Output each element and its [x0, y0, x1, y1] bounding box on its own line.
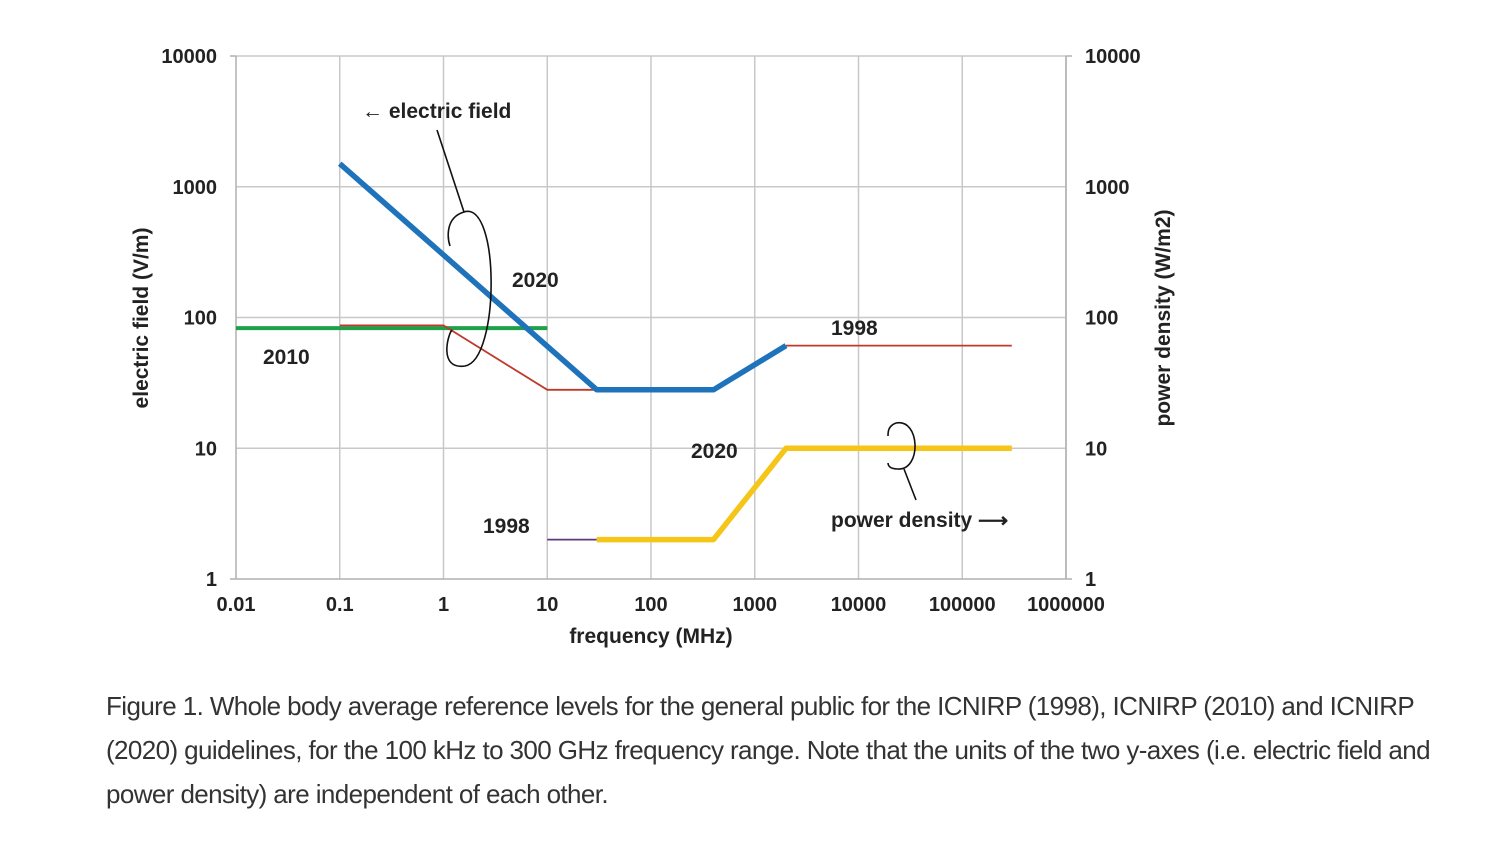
reference-levels-chart: 0.01 0.1 1 10 100 1000 10000 100000 1000000 1 10 10… [130, 46, 1175, 648]
x-tick-label: 10000 [831, 594, 887, 616]
y-right-tick-label: 10 [1085, 438, 1107, 460]
electric-field-label: ← electric field [362, 100, 511, 123]
y-left-tick-label: 10000 [161, 46, 217, 68]
y-axis-right-title: power density (W/m2) [1152, 209, 1175, 426]
y-left-tick-label: 1000 [173, 177, 218, 199]
pd-label-leader [903, 468, 917, 501]
ef-2020-bracket [446, 210, 492, 367]
pd-1998-label: 1998 [831, 317, 878, 340]
axes: 0.01 0.1 1 10 100 1000 10000 100000 1000000 1 10 10… [161, 46, 1140, 616]
power-density-label: power density ⟶ [831, 509, 1008, 532]
y-left-tick-label: 1 [206, 569, 217, 591]
y-right-tick-label: 10000 [1085, 46, 1141, 68]
x-tick-label: 0.1 [326, 594, 354, 616]
series-line-pd2020 [596, 445, 1012, 543]
series-layer [236, 161, 1012, 543]
grid [236, 55, 1067, 579]
x-axis-title: frequency (MHz) [569, 625, 732, 648]
x-tick-label: 0.01 [217, 594, 256, 616]
pd-2020-label: 2020 [691, 440, 738, 463]
y-right-tick-label: 1000 [1085, 177, 1130, 199]
y-left-tick-label: 100 [184, 308, 217, 330]
pd-1998-low-label: 1998 [483, 515, 530, 538]
x-tick-label: 1000 [733, 594, 778, 616]
y-right-tick-label: 1 [1085, 569, 1096, 591]
x-tick-label: 1000000 [1027, 594, 1105, 616]
ef-label-leader [436, 129, 465, 213]
ef-2020-label: 2020 [512, 269, 559, 292]
x-tick-label: 10 [536, 594, 558, 616]
x-tick-label: 100000 [929, 594, 996, 616]
y-right-tick-label: 100 [1085, 308, 1118, 330]
annotation-layer: ← electric field power density ⟶ 2020 20… [263, 100, 1008, 538]
x-tick-label: 1 [438, 594, 449, 616]
series-line-ef1998 [339, 324, 597, 391]
y-axis-left-title: electric field (V/m) [130, 228, 153, 409]
x-tick-label: 100 [634, 594, 667, 616]
figure-caption: Figure 1. Whole body average reference l… [106, 691, 1431, 809]
pd-bracket [887, 422, 916, 470]
series-line-ef2020 [337, 161, 788, 393]
y-left-tick-label: 10 [195, 438, 217, 460]
ef-2010-label: 2010 [263, 346, 310, 369]
